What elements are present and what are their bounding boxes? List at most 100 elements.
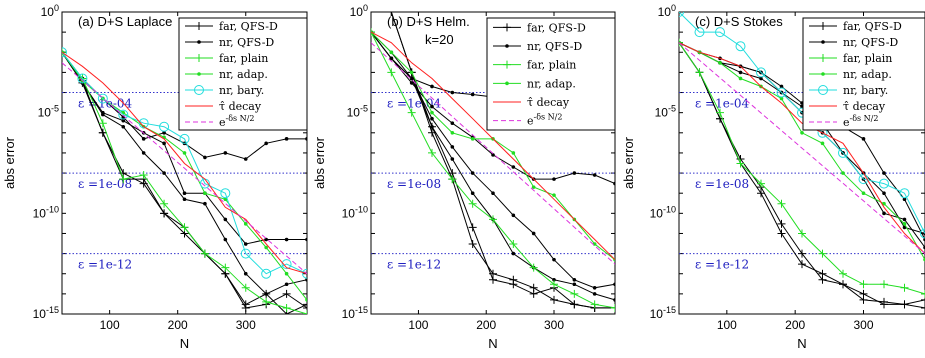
point-marker-dot <box>182 191 187 195</box>
point-marker-dot <box>223 151 228 155</box>
point-marker-dot <box>182 151 187 155</box>
point-marker-dot <box>305 277 307 282</box>
tick-label: 10-5 <box>347 104 368 120</box>
point-marker-circle <box>818 85 828 95</box>
point-marker-dot <box>430 104 434 109</box>
point-marker-plus <box>859 289 868 298</box>
point-marker-dot <box>902 225 907 230</box>
tick-label: 100 <box>41 3 59 19</box>
point-marker-plus <box>611 303 615 312</box>
point-marker-plus <box>119 175 128 184</box>
point-marker-dot <box>141 151 146 155</box>
point-marker-dot <box>203 191 207 195</box>
point-marker-circle <box>694 27 705 38</box>
data-series <box>679 38 925 298</box>
panel-title: (a) D+S Laplace <box>78 14 172 29</box>
legend-entry: τ̂ decay <box>185 100 262 113</box>
point-marker-plus <box>590 300 599 309</box>
tick-label: 200 <box>785 318 805 332</box>
data-series <box>679 12 925 239</box>
legend-entry: τ̂ decay <box>809 100 886 113</box>
data-series <box>371 31 615 261</box>
epsilon-label: ε =1e-12 <box>78 258 132 272</box>
data-series <box>62 51 307 275</box>
y-axis-label: abs error <box>621 136 636 189</box>
point-marker-plus <box>503 23 511 32</box>
point-marker-dot <box>305 237 307 242</box>
point-marker-plus <box>695 68 704 77</box>
point-marker-plus <box>529 263 538 272</box>
point-marker-dot <box>718 60 722 65</box>
point-marker-plus <box>921 295 925 304</box>
point-marker-plus <box>921 303 925 312</box>
legend-entry: far, QFS-D <box>809 20 902 33</box>
legend-label: far, QFS-D <box>843 20 902 33</box>
legend-label: τ̂ decay <box>843 100 886 113</box>
point-marker-plus <box>160 199 169 208</box>
point-marker-circle <box>62 47 67 58</box>
point-marker-plus <box>679 38 683 47</box>
legend-label: far, plain <box>527 59 576 72</box>
x-axis-label: N <box>797 336 806 351</box>
point-marker-dot <box>592 286 597 290</box>
tick-label: 10-10 <box>342 204 368 220</box>
point-marker-dot <box>284 282 289 287</box>
legend-label: τ̂ decay <box>219 100 262 113</box>
point-marker-dot <box>531 185 536 189</box>
point-marker-dot <box>284 271 289 276</box>
point-marker-plus <box>839 280 847 289</box>
point-marker-dot <box>882 201 886 206</box>
point-marker-dot <box>902 217 907 222</box>
tick-label: 300 <box>236 318 256 332</box>
point-marker-dot <box>430 84 434 89</box>
series-line <box>371 42 615 265</box>
point-marker-circle <box>159 121 170 132</box>
point-marker-circle <box>261 268 272 279</box>
legend-entry: nr, adap. <box>809 68 892 81</box>
point-marker-dot <box>505 44 509 48</box>
point-marker-plus <box>282 289 291 298</box>
point-marker-plus <box>221 263 230 272</box>
point-marker-dot <box>592 292 597 296</box>
point-marker-dot <box>470 137 475 141</box>
point-marker-circle <box>756 67 766 78</box>
point-marker-dot <box>505 81 509 86</box>
point-marker-dot <box>450 131 455 135</box>
series-line <box>679 42 925 254</box>
point-marker-circle <box>281 259 292 270</box>
point-marker-plus <box>818 275 827 284</box>
panel-title: (c) D+S Stokes <box>695 14 783 29</box>
point-marker-dot <box>305 298 307 302</box>
point-marker-dot <box>572 282 577 287</box>
point-marker-plus <box>62 48 66 57</box>
series-line <box>62 51 307 275</box>
point-marker-plus <box>529 283 538 292</box>
point-marker-dot <box>121 118 126 123</box>
point-marker-dot <box>552 277 556 282</box>
point-marker-plus <box>180 223 189 232</box>
point-marker-dot <box>861 137 866 141</box>
plot-content: ε =1e-04 ε =1e-08 ε =1e-12 <box>62 47 307 314</box>
point-marker-circle <box>715 27 725 38</box>
tick-label: 10-10 <box>650 204 676 220</box>
point-marker-dot <box>511 251 516 256</box>
tick-label: 300 <box>853 318 873 332</box>
point-marker-dot <box>511 151 516 155</box>
legend: far, QFS-D nr, QFS-D far, plain nr, adap. nr… <box>178 17 308 131</box>
point-marker-plus <box>371 28 375 37</box>
point-marker-dot <box>162 171 166 175</box>
point-marker-dot <box>264 237 268 242</box>
legend-label: nr, QFS-D <box>527 40 582 53</box>
point-marker-dot <box>738 70 743 75</box>
point-marker-dot <box>511 165 516 169</box>
point-marker-dot <box>389 50 394 55</box>
tick-label: 100 <box>717 318 737 332</box>
point-marker-plus <box>241 303 250 312</box>
point-marker-dot <box>491 191 495 195</box>
point-marker-plus <box>303 300 307 309</box>
point-marker-plus <box>98 128 107 137</box>
legend-entry: e-δs N/2 <box>809 114 878 129</box>
point-marker-plus <box>195 22 203 30</box>
legend-label: nr, adap. <box>527 77 576 90</box>
